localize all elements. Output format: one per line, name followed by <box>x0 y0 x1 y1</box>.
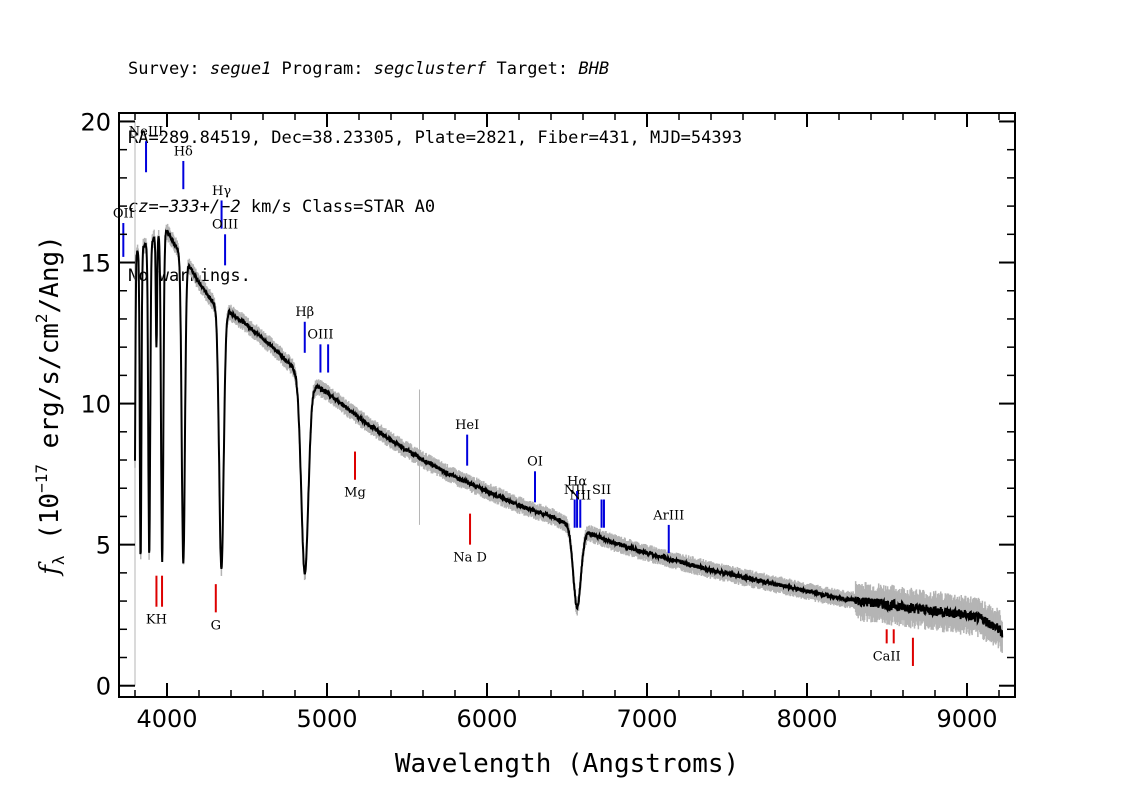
redshift-value: cz=−333+/−2 <box>128 197 241 217</box>
class-info: km/s Class=STAR A0 <box>240 197 436 217</box>
emission-line-label: Hα <box>567 474 587 489</box>
target-value: BHB <box>578 59 610 79</box>
emission-line-label: HeI <box>455 418 479 433</box>
survey-value: segue1 <box>209 59 272 79</box>
y-tick-label: 5 <box>96 532 111 560</box>
x-tick-label: 8000 <box>776 705 837 733</box>
absorption-line-label: Mg <box>344 486 366 501</box>
svg-text:fλ (10−17 erg/s/cm2/Ang): fλ (10−17 erg/s/cm2/Ang) <box>32 235 68 577</box>
x-axis-label: Wavelength (Angstroms) <box>395 749 739 779</box>
emission-line-label: OI <box>527 455 543 470</box>
y-tick-label: 10 <box>80 391 111 419</box>
program-label: Program: <box>271 59 374 79</box>
axis-ticks: 4000 5000 6000 7000 8000 9000 0 5 10 15 20 <box>80 108 1015 733</box>
emission-line-label: OIII <box>212 218 238 233</box>
y-tick-label: 20 <box>80 108 111 136</box>
x-tick-label: 9000 <box>936 705 997 733</box>
target-label: Target: <box>486 59 579 79</box>
emission-line-label: Hβ <box>295 305 314 320</box>
header-line-redshift: cz=−333+/−2 km/s Class=STAR A0 <box>128 196 742 219</box>
absorption-line-label: CaII <box>873 649 901 664</box>
survey-label: Survey: <box>128 59 210 79</box>
x-tick-label: 6000 <box>456 705 517 733</box>
spectrum-header: Survey: segue1 Program: segclusterf Targ… <box>128 12 742 311</box>
emission-line-label: OII <box>113 206 134 221</box>
emission-line-label: ArIII <box>652 508 684 523</box>
emission-line-label: NII <box>569 489 591 504</box>
emission-line-label: Hδ <box>174 144 193 159</box>
emission-line-label: OIII <box>307 328 333 343</box>
emission-line-label: NeIII <box>129 125 163 140</box>
absorption-line-label: KH <box>146 613 167 628</box>
plot-frame <box>118 112 1016 698</box>
absorption-line-label: Na D <box>453 551 487 566</box>
emission-line-label: NII <box>564 483 586 498</box>
x-tick-label: 7000 <box>616 705 677 733</box>
spectrum-line <box>134 229 1004 638</box>
emission-line-label: SII <box>592 483 611 498</box>
y-tick-label: 15 <box>80 250 111 278</box>
program-value: segclusterf <box>373 59 487 79</box>
y-axis-label: fλ (10−17 erg/s/cm2/Ang) <box>32 235 68 577</box>
y-tick-label: 0 <box>96 673 111 701</box>
header-line-survey: Survey: segue1 Program: segclusterf Targ… <box>128 58 742 81</box>
absorption-line-label: G <box>211 618 221 633</box>
header-line-coordinates: RA=289.84519, Dec=38.23305, Plate=2821, … <box>128 128 743 148</box>
x-tick-label: 5000 <box>296 705 357 733</box>
emission-line-label: Hγ <box>212 184 231 199</box>
x-tick-label: 4000 <box>136 705 197 733</box>
